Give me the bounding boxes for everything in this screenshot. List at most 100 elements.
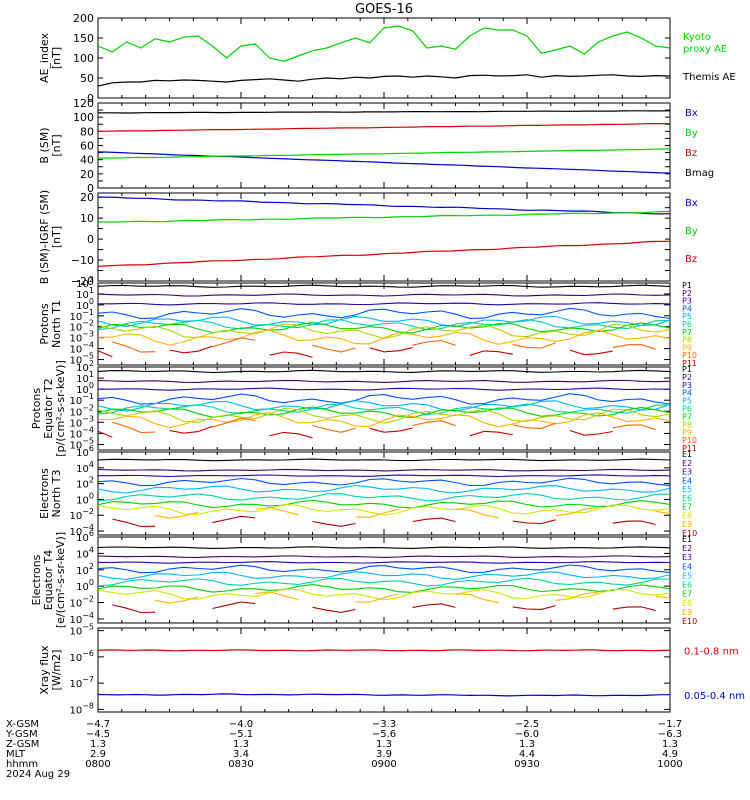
legend-kyoto-ae: proxy AE (683, 44, 727, 55)
legend-p6: P6 (682, 405, 692, 414)
channel-line-p4 (98, 393, 670, 405)
channel-line-p7 (98, 406, 670, 419)
row-value: 4.9 (662, 749, 678, 760)
channel-line-e10 (212, 601, 256, 610)
y-tick-label: 50 (80, 72, 94, 85)
y-axis-label: [nT] (50, 134, 63, 156)
channel-line-p10 (612, 424, 656, 431)
channel-line-p11 (569, 349, 613, 356)
channel-line-e9 (455, 593, 499, 604)
channel-line-p11 (469, 350, 513, 356)
channel-line-e3 (98, 561, 670, 564)
y-axis-label: Electrons (38, 468, 51, 519)
row-value: −5.1 (229, 729, 253, 740)
row-label-hhmm: hhmm (6, 759, 38, 770)
legend-p8: P8 (682, 336, 692, 345)
series-line-bmag (98, 110, 670, 114)
channel-line-p11 (569, 429, 613, 436)
channel-line-e7 (98, 499, 670, 509)
row-value: −5.6 (372, 729, 396, 740)
row-value: 1.3 (90, 739, 106, 750)
y-tick-label: 150 (73, 32, 94, 45)
legend-e6: E6 (682, 581, 692, 590)
channel-line-p2 (98, 379, 670, 383)
channel-line-p10 (512, 422, 556, 429)
y-axis-label: Protons (30, 388, 43, 429)
legend-kyoto-ae: Kyoto (683, 32, 711, 43)
row-value: 0900 (371, 759, 396, 770)
channel-line-e4 (98, 477, 670, 487)
row-label-y-gsm: Y-GSM (5, 729, 38, 740)
channel-line-e10 (412, 517, 456, 523)
channel-line-p11 (98, 430, 113, 438)
legend-e1: E1 (682, 450, 692, 459)
y-axis-label: Equator T4 (42, 550, 55, 610)
channel-line-e10 (612, 606, 656, 612)
legend-e1: E1 (682, 535, 692, 544)
channel-line-p10 (112, 341, 156, 353)
y-tick-label: 104 (76, 460, 94, 475)
row-value: 1.3 (662, 739, 678, 750)
y-tick-label: 102 (76, 562, 94, 577)
channel-line-p10 (412, 420, 456, 427)
row-label-x-gsm: X-GSM (6, 719, 39, 730)
legend-e4: E4 (682, 476, 692, 485)
row-value: 1.3 (376, 739, 392, 750)
y-tick-label: 10−2 (69, 595, 94, 610)
channel-line-e5 (98, 571, 670, 581)
series-line-xray-1 (98, 693, 670, 697)
row-label-z-gsm: Z-GSM (6, 739, 39, 750)
y-tick-label: 20 (80, 191, 94, 204)
legend-e5: E5 (682, 485, 692, 494)
y-tick-label: 0 (87, 182, 94, 195)
row-label-mlt: MLT (6, 749, 26, 760)
legend-p3: P3 (682, 381, 692, 390)
legend-e5: E5 (682, 571, 692, 580)
channel-line-e9 (555, 506, 599, 517)
y-axis-label: B (SM) (38, 127, 51, 163)
data-layer (98, 458, 670, 528)
channel-line-p3 (98, 387, 670, 391)
row-value: 0930 (514, 759, 539, 770)
y-axis-label: Xray flux (38, 645, 51, 695)
series-line-bz (98, 240, 670, 267)
channel-line-e9 (655, 595, 670, 599)
row-value: −4.0 (229, 719, 253, 730)
row-value: −1.7 (658, 719, 682, 730)
channel-line-p2 (98, 293, 670, 297)
channel-line-e9 (455, 508, 499, 519)
data-layer (98, 25, 670, 87)
legend-p8: P8 (682, 420, 692, 429)
channel-line-p1 (98, 284, 670, 288)
channel-line-e10 (112, 604, 156, 614)
row-value: −2.5 (515, 719, 539, 730)
x-axis-labels: X-GSM −4.7 −4.0 −3.3 −2.5 −1.7 Y-GSM −4.5 −5.1 −5… (5, 719, 683, 780)
channel-line-p10 (312, 344, 356, 353)
data-layer (98, 284, 670, 358)
y-axis-label: Equator T2 (42, 378, 55, 438)
data-layer (98, 369, 670, 439)
row-value: 2.9 (90, 749, 106, 760)
y-tick-label: 80 (80, 125, 94, 138)
plot-frame (97, 17, 671, 99)
channel-line-p10 (512, 342, 556, 349)
legend-themis-ae: Themis AE (682, 72, 736, 83)
channel-line-e7 (98, 584, 670, 593)
legend-e8: E8 (682, 511, 692, 520)
legend-p10: P10 (682, 351, 697, 360)
y-axis-label: [W/m2] (50, 650, 63, 691)
row-value: 3.9 (376, 749, 392, 760)
legend-e3: E3 (682, 553, 692, 562)
legend-p7: P7 (682, 412, 692, 421)
legend-p2: P2 (682, 373, 692, 382)
channel-line-e1 (98, 546, 670, 549)
legend-e9: E9 (682, 608, 692, 617)
y-tick-label: −20 (71, 275, 94, 288)
legend-p10: P10 (682, 436, 697, 445)
legend-p11: P11 (682, 359, 697, 368)
y-tick-label: 100 (73, 52, 94, 65)
y-tick-label: 10−7 (69, 675, 94, 690)
